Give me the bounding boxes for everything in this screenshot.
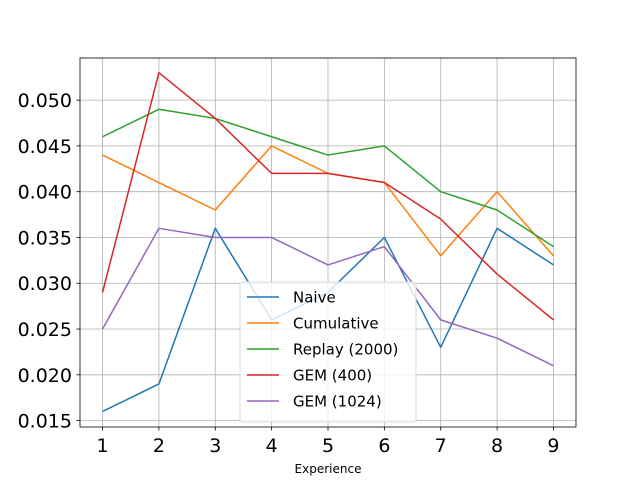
series-line-gem-400 [101,71,554,321]
y-tick-label: 0.050 [18,90,72,112]
y-tick-label: 0.030 [18,273,72,295]
tick-marks: 1 2 3 4 5 6 7 8 9 0.015 0.020 0.025 0.030 0.035 0.040 0… [18,90,560,457]
series-line-gem-1024 [101,227,554,367]
legend-label-naive: Naive [293,289,336,307]
y-tick-label: 0.025 [18,319,72,341]
legend-box [239,281,417,423]
x-tick-label: 9 [547,435,559,457]
y-tick-label: 0.020 [18,365,72,387]
x-tick-label: 3 [209,435,221,457]
y-tick-label: 0.040 [18,182,72,204]
x-tick-label: 2 [153,435,165,457]
legend: Naive Cumulative Replay (2000) GEM (400) GEM… [239,281,417,423]
x-tick-label: 1 [96,435,108,457]
y-tick-label: 0.015 [18,411,72,433]
x-tick-label: 5 [322,435,334,457]
x-axis-label: Experience [295,462,362,476]
x-tick-label: 8 [491,435,503,457]
x-tick-label: 4 [266,435,278,457]
legend-label-gem-400: GEM (400) [293,367,372,385]
x-tick-label: 6 [378,435,390,457]
x-tick-label: 7 [435,435,447,457]
legend-label-cumulative: Cumulative [293,315,379,333]
series-line-replay-2000 [102,108,554,248]
legend-label-replay-2000: Replay (2000) [293,341,398,359]
y-tick-label: 0.045 [18,136,72,158]
legend-label-gem-1024: GEM (1024) [293,393,382,411]
y-tick-label: 0.035 [18,227,72,249]
